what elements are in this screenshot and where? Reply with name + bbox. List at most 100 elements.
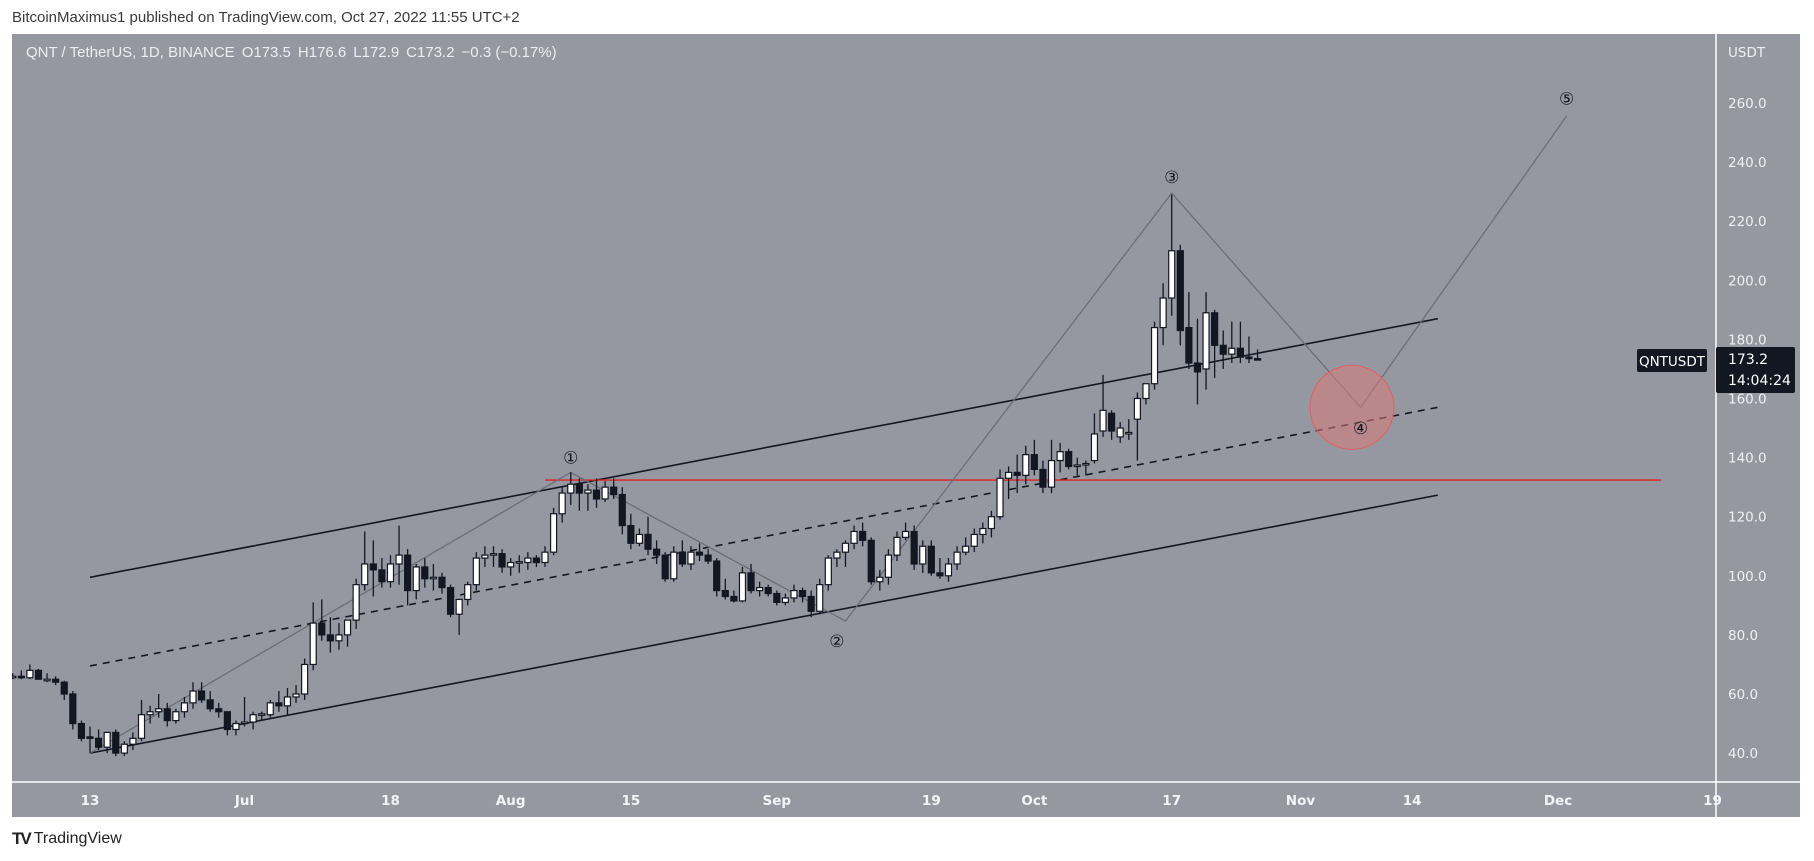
- legend-symbol[interactable]: QNT / TetherUS, 1D, BINANCE: [26, 44, 235, 61]
- candle-body-down: [1185, 326, 1193, 364]
- candle: [678, 540, 686, 567]
- candle: [610, 478, 618, 499]
- candle: [859, 522, 867, 547]
- candle-body-down: [1245, 356, 1253, 360]
- candle-body-up: [1150, 326, 1159, 385]
- candle: [807, 590, 815, 618]
- candle-body-up: [1116, 427, 1124, 438]
- price-tick-label: 120.0: [1728, 510, 1767, 526]
- legend-low: L172.9: [353, 44, 400, 61]
- candle: [824, 555, 832, 591]
- candle: [498, 549, 506, 573]
- candle-body-up: [395, 554, 403, 565]
- candle-body-up: [12, 675, 17, 679]
- price-tick-label: 140.0: [1728, 451, 1767, 467]
- candle: [1108, 410, 1116, 440]
- time-tick-label: 15: [621, 793, 640, 809]
- candle-body-up: [335, 634, 343, 642]
- candle: [781, 593, 789, 606]
- candle-body-up: [962, 545, 970, 553]
- price-tick-label: 60.0: [1728, 687, 1758, 703]
- wave-label-5: ⑤: [1559, 90, 1574, 110]
- candle: [404, 549, 412, 606]
- candle-body-up: [884, 554, 893, 578]
- candle: [335, 623, 343, 650]
- time-axis[interactable]: 13 Jul 18 Aug 15 Sep 19 Oct 17 Nov 14 Dec 19: [81, 793, 1722, 809]
- candle-body-up: [343, 619, 352, 636]
- candle-body-up: [180, 702, 189, 713]
- footer: TV TradingView: [12, 829, 122, 849]
- candle-body-up: [970, 533, 978, 547]
- candle-body-up: [541, 551, 549, 564]
- candle-body-up: [919, 545, 927, 565]
- candle: [1116, 422, 1124, 443]
- candle-body-down: [695, 551, 704, 556]
- time-tick-label: Oct: [1021, 793, 1047, 809]
- candle: [970, 528, 978, 553]
- candle-body-down: [163, 708, 171, 722]
- plot-area[interactable]: ① ② ③ ④ ⑤: [10, 90, 1662, 757]
- candle-body-up: [361, 563, 369, 586]
- candle: [232, 720, 240, 736]
- candle-body-up: [129, 737, 137, 745]
- candle: [1125, 419, 1133, 440]
- candle: [386, 555, 395, 588]
- candle: [756, 581, 764, 597]
- candle: [653, 540, 661, 564]
- candle-body-down: [747, 572, 755, 592]
- price-axis-unit: USDT: [1728, 45, 1766, 61]
- candle: [69, 691, 77, 730]
- time-tick-label: Aug: [496, 793, 526, 809]
- price-tick-label: 100.0: [1728, 569, 1767, 585]
- wave-label-1: ①: [563, 449, 578, 469]
- candle: [1176, 244, 1184, 346]
- candle-body-down: [198, 690, 206, 701]
- candle: [833, 549, 841, 567]
- tradingview-logo-icon[interactable]: TV: [12, 829, 32, 848]
- candle: [1039, 460, 1047, 494]
- candle: [438, 572, 446, 594]
- candle: [798, 587, 807, 603]
- candle: [601, 481, 609, 502]
- chart-frame[interactable]: [12, 34, 1800, 817]
- candle: [489, 546, 498, 567]
- candle-body-down: [94, 737, 103, 748]
- price-axis[interactable]: USDT 40.0 60.0 80.0 100.0 120.0 140.0 160.0 180…: [1728, 45, 1767, 762]
- candle-body-up: [670, 551, 678, 580]
- legend-change: −0.3 (−0.17%): [461, 44, 557, 61]
- candle: [1022, 445, 1030, 485]
- time-tick-label: 19: [1703, 793, 1722, 809]
- candle-body-down: [661, 554, 669, 580]
- candle-body-down: [86, 736, 94, 739]
- candle-body-down: [764, 587, 772, 595]
- candle: [558, 487, 566, 523]
- candle: [94, 729, 103, 751]
- candle-body-up: [756, 587, 764, 592]
- symbol-tag-label: QNTUSDT: [1639, 354, 1706, 370]
- candle-body-up: [1133, 397, 1141, 420]
- candle: [936, 558, 944, 579]
- candle: [198, 682, 206, 703]
- candle: [378, 558, 386, 588]
- candle: [137, 699, 146, 742]
- footer-brand[interactable]: TradingView: [33, 830, 122, 847]
- candle: [86, 726, 94, 754]
- last-price: 173.2: [1728, 352, 1768, 368]
- candle: [1013, 454, 1021, 494]
- candle-body-down: [60, 681, 68, 695]
- candle-body-down: [713, 560, 721, 592]
- candle: [721, 578, 729, 600]
- candle-body-down: [69, 693, 77, 725]
- last-price-tag: 173.2 14:04:24: [1716, 347, 1795, 393]
- candle-body-up: [240, 721, 249, 725]
- symbol-legend: QNT / TetherUS, 1D, BINANCE O173.5 H176.6 L…: [26, 44, 564, 61]
- candle: [661, 552, 669, 582]
- candle-body-down: [378, 569, 386, 583]
- candle-body-up: [120, 743, 128, 754]
- candle: [687, 546, 695, 570]
- candle: [910, 525, 918, 570]
- candle: [962, 537, 970, 556]
- candle: [455, 598, 463, 635]
- candle-body-up: [258, 713, 266, 716]
